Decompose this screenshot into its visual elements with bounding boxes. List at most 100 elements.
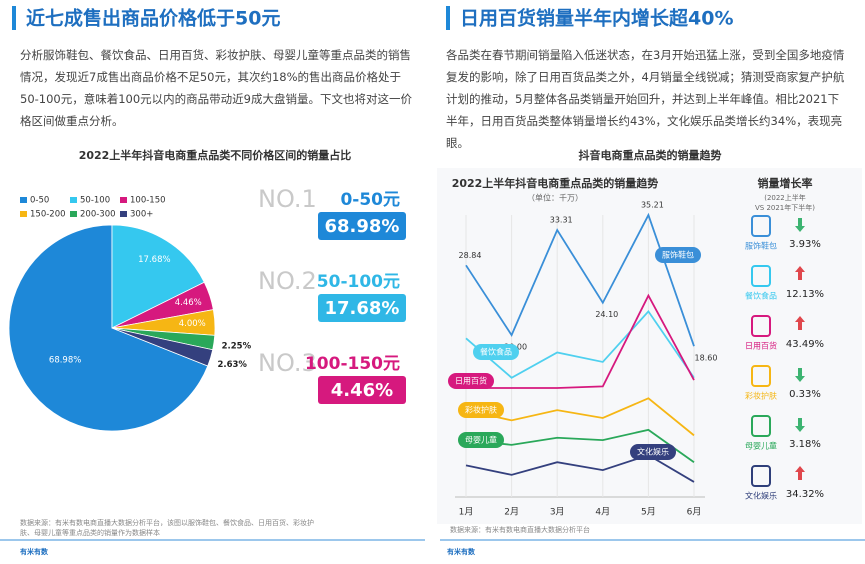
series-line — [465, 309, 695, 379]
series-tag — [655, 247, 701, 263]
right-title: 日用百货销量半年内增长超40% — [460, 7, 733, 30]
slice-label: 2.63% — [217, 360, 247, 370]
rank-share: 68.98% — [325, 216, 400, 237]
slice-label: 17.68% — [138, 255, 170, 265]
category-icon — [751, 265, 771, 287]
legend-label: 300+ — [130, 210, 153, 220]
left-paragraph: 分析服饰鞋包、餐饮食品、日用百货、彩妆护肤、母婴儿童等重点品类的销售情况，发现近… — [20, 48, 412, 128]
series-tag-label: 餐饮食品 — [480, 347, 512, 357]
rank-number: NO.2 — [258, 267, 317, 295]
right-paragraph: 各品类在春节期间销量陷入低迷状态，在3月开始迅猛上涨，受到全国多地疫情复发的影响… — [446, 48, 845, 150]
rank-box — [318, 294, 406, 322]
growth-note: VS 2021年下半年) — [755, 203, 815, 212]
slice-label: 4.46% — [175, 298, 202, 308]
line-subtitle: （单位：千万） — [527, 193, 583, 203]
growth-rate: 12.13% — [786, 289, 824, 300]
slice-label: 68.98% — [49, 355, 81, 365]
series-tag-label: 日用百货 — [455, 376, 487, 386]
source: 数据来源：有米有数电商直播大数据分析平台，该图以服饰鞋包、餐饮食品、日用百货、彩… — [20, 519, 314, 537]
x-tick-label: 5月 — [641, 507, 656, 518]
legend-swatch — [120, 197, 127, 203]
growth-rate: 43.49% — [786, 339, 824, 350]
legend-swatch — [20, 197, 27, 203]
category-name: 文化娱乐 — [745, 491, 777, 501]
legend-label: 100-150 — [130, 196, 166, 206]
category-icon — [751, 415, 771, 437]
series-tag — [458, 432, 504, 448]
category-name: 母婴儿童 — [745, 441, 777, 451]
pie-slice — [111, 327, 214, 367]
category-icon — [751, 315, 771, 337]
series-tag-label: 文化娱乐 — [637, 447, 669, 457]
growth-title: 销量增长率 — [758, 176, 813, 190]
growth-rate: 3.93% — [789, 239, 821, 250]
trend-arrow — [795, 218, 805, 232]
series-tag-label: 服饰鞋包 — [662, 250, 694, 260]
rank-number: NO.3 — [258, 349, 317, 377]
legend-swatch — [70, 197, 77, 203]
trend-arrow — [795, 368, 805, 382]
series-line — [465, 397, 695, 437]
growth-note: (2022上半年 — [764, 193, 806, 202]
data-label: 33.31 — [550, 216, 573, 225]
category-icon — [751, 465, 771, 487]
x-tick-label: 6月 — [687, 507, 702, 518]
category-icon — [751, 365, 771, 387]
x-tick-label: 4月 — [595, 507, 610, 518]
series-line — [465, 212, 695, 347]
line-title: 2022上半年抖音电商重点品类的销量趋势 — [452, 176, 659, 190]
legend-label: 0-50 — [30, 196, 49, 206]
rank-range: 0-50元 — [340, 190, 400, 210]
series-tag — [448, 373, 494, 389]
category-name: 服饰鞋包 — [745, 241, 777, 251]
trend-arrow — [795, 266, 805, 280]
category-name: 日用百货 — [745, 341, 777, 351]
title-bar — [12, 6, 16, 30]
rank-number: NO.1 — [258, 185, 317, 213]
slice-label: 4.00% — [179, 319, 206, 329]
data-label: 24.10 — [595, 310, 618, 319]
pie-title: 2022上半年抖音电商重点品类不同价格区间的销量占比 — [79, 148, 352, 162]
x-tick-label: 2月 — [504, 507, 519, 518]
trend-arrow — [795, 316, 805, 330]
legend-label: 200-300 — [80, 210, 116, 220]
logo: 有米有数 — [447, 547, 476, 556]
title-bar — [446, 6, 450, 30]
logo: 有米有数 — [20, 547, 49, 556]
pie-slice — [8, 224, 209, 432]
data-label: 28.84 — [459, 251, 482, 260]
x-tick-label: 1月 — [459, 507, 474, 518]
legend-label: 150-200 — [30, 210, 66, 220]
rank-range: 50-100元 — [317, 272, 400, 292]
category-icon — [751, 215, 771, 237]
rank-box — [318, 212, 406, 240]
series-tag-label: 彩妆护肤 — [465, 405, 497, 415]
slice-label: 2.25% — [222, 341, 252, 351]
chart-header: 抖音电商重点品类的销量趋势 — [579, 148, 722, 162]
series-line — [465, 428, 695, 463]
series-tag — [458, 402, 504, 418]
trend-arrow — [795, 466, 805, 480]
data-label: 18.60 — [695, 354, 718, 363]
legend-swatch — [20, 211, 27, 217]
source: 数据来源：有米有数电商直播大数据分析平台 — [450, 525, 590, 534]
series-line — [466, 293, 695, 389]
rank-box — [318, 376, 406, 404]
series-tag-label: 母婴儿童 — [465, 435, 497, 445]
left-title: 近七成售出商品价格低于50元 — [26, 7, 280, 30]
rank-share: 17.68% — [325, 298, 400, 319]
category-name: 餐饮食品 — [745, 291, 777, 301]
growth-rate: 34.32% — [786, 489, 824, 500]
legend-label: 50-100 — [80, 196, 110, 206]
series-tag — [630, 444, 676, 460]
rank-range: 100-150元 — [305, 354, 400, 374]
pie-slice — [111, 224, 205, 329]
x-tick-label: 3月 — [550, 507, 565, 518]
series-tag — [473, 344, 519, 360]
trend-arrow — [795, 418, 805, 432]
rank-share: 4.46% — [331, 380, 393, 401]
legend-swatch — [120, 211, 127, 217]
category-name: 彩妆护肤 — [745, 391, 777, 401]
